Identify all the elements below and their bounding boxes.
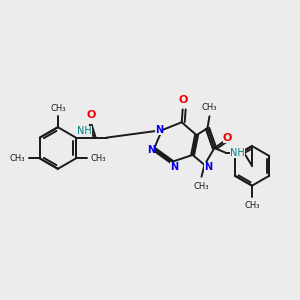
Text: CH₃: CH₃ xyxy=(202,103,217,112)
Text: CH₃: CH₃ xyxy=(91,154,106,163)
Text: CH₃: CH₃ xyxy=(10,154,25,163)
Text: NH: NH xyxy=(230,148,245,158)
Text: O: O xyxy=(86,110,95,120)
Text: N: N xyxy=(204,162,212,172)
Text: O: O xyxy=(179,95,188,105)
Text: N: N xyxy=(170,162,178,172)
Text: N: N xyxy=(155,125,163,135)
Text: N: N xyxy=(147,145,155,155)
Text: CH₃: CH₃ xyxy=(50,104,66,113)
Text: CH₃: CH₃ xyxy=(244,200,260,209)
Text: CH₃: CH₃ xyxy=(194,182,209,191)
Text: NH: NH xyxy=(77,126,92,136)
Text: O: O xyxy=(223,133,232,143)
